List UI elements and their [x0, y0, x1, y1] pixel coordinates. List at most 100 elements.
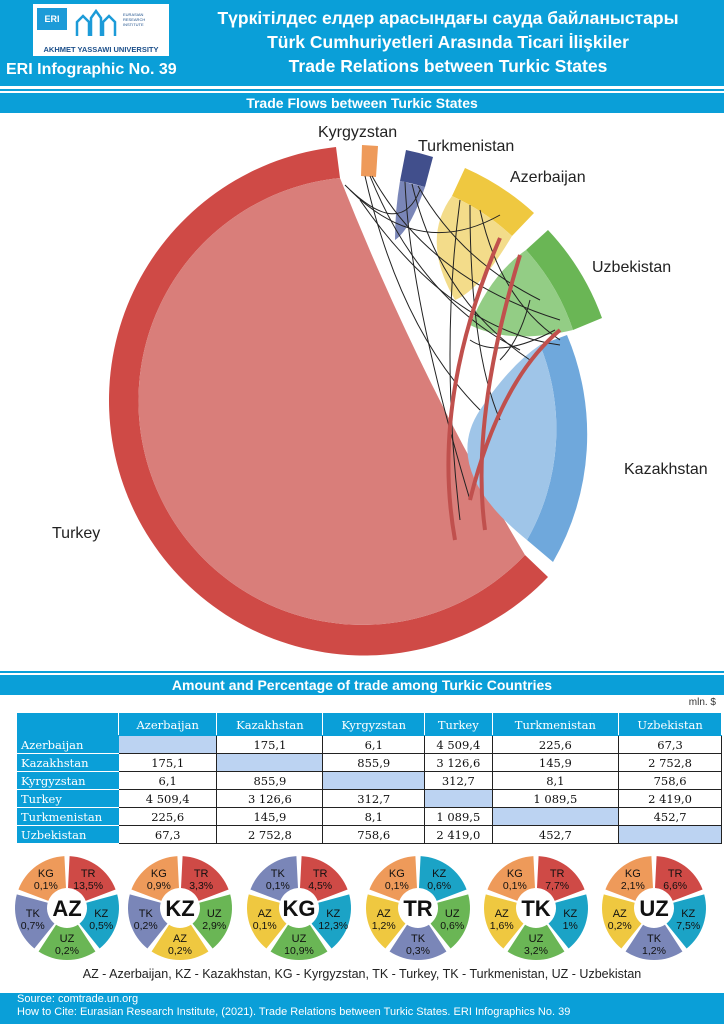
slice-percent-label: 0,2% — [55, 945, 79, 957]
donut-slice — [389, 924, 447, 960]
infographic-number: ERI Infographic No. 39 — [6, 61, 177, 78]
source-note: Source: comtrade.un.org — [17, 993, 139, 1005]
table-cell: 312,7 — [322, 789, 426, 808]
slice-code-label: TK — [411, 933, 426, 945]
donut-slice — [602, 894, 642, 949]
donut-slice — [430, 894, 470, 949]
donut-slice — [625, 924, 683, 960]
donut-center — [280, 889, 318, 927]
table-row: Azerbaijan 175,1 6,1 4 509,4 225,6 67,3 — [17, 735, 722, 754]
table-section-title: Amount and Percentage of trade among Tur… — [0, 675, 724, 695]
trade-table: Azerbaijan Kazakhstan Kyrgyzstan Turkey … — [17, 713, 722, 844]
table-cell: 2 752,8 — [216, 825, 324, 844]
table-cell: 6,1 — [117, 771, 218, 790]
donut-center — [48, 889, 86, 927]
donut-slice — [487, 856, 536, 901]
donut-slice — [507, 924, 565, 960]
slice-percent-label: 4,5% — [308, 880, 332, 892]
slice-code-label: TR — [550, 868, 565, 880]
table-cell: 4 509,4 — [117, 789, 218, 808]
title-turkish: Türk Cumhuriyetleri Arasında Ticari İliş… — [267, 32, 629, 52]
donut-kz: TR3,3%UZ2,9%AZ0,2%TK0,2%KG0,9%KZ — [128, 856, 232, 960]
slice-percent-label: 0,1% — [253, 920, 277, 932]
slice-percent-label: 2,9% — [202, 920, 226, 932]
donut-slice — [369, 856, 418, 901]
slice-percent-label: 1,2% — [372, 920, 396, 932]
table-header-row: Azerbaijan Kazakhstan Kyrgyzstan Turkey … — [17, 713, 722, 736]
table-cell: 8,1 — [322, 807, 426, 826]
donut-country-code: KG — [283, 896, 316, 921]
share-donuts: TR13,5%KZ0,5%UZ0,2%TK0,7%KG0,1%AZTR3,3%U… — [15, 856, 706, 960]
slice-percent-label: 7,5% — [676, 920, 700, 932]
table-row: Turkmenistan 225,6 145,9 8,1 1 089,5 452,7 — [17, 807, 722, 826]
table-cell: 67,3 — [117, 825, 218, 844]
table-row: Turkey 4 509,4 3 126,6 312,7 1 089,5 2 419,0 — [17, 789, 722, 808]
slice-code-label: TR — [313, 868, 328, 880]
table-cell: 312,7 — [424, 771, 493, 790]
slice-code-label: KG — [38, 868, 54, 880]
table-cell: 758,6 — [618, 771, 722, 790]
turkey-inner-ribbon — [138, 178, 525, 625]
slice-percent-label: 0,7% — [21, 920, 45, 932]
label-turkmenistan: Turkmenistan — [418, 138, 514, 155]
slice-code-label: AZ — [377, 908, 391, 920]
donut-country-code: KZ — [165, 896, 194, 921]
row-header: Uzbekistan — [17, 825, 119, 844]
azerbaijan-arc — [452, 168, 534, 236]
donut-slice — [79, 894, 119, 949]
slice-percent-label: 3,3% — [189, 880, 213, 892]
slice-code-label: AZ — [613, 908, 627, 920]
table-cell: 8,1 — [491, 771, 620, 790]
donut-center — [399, 889, 437, 927]
column-header: Turkmenistan — [491, 713, 620, 736]
slice-percent-label: 1,6% — [490, 920, 514, 932]
donut-country-code: TR — [403, 896, 432, 921]
slice-code-label: KZ — [681, 908, 695, 920]
donut-uz: TR6,6% KZ7,5% TK1,2% AZ0,2% KG2,1% UZ — [602, 856, 706, 960]
azerbaijan-inner-ribbon — [436, 196, 512, 300]
slice-code-label: TK — [271, 868, 286, 880]
slice-code-label: TK — [26, 908, 41, 920]
title-english: Trade Relations between Turkic States — [288, 56, 608, 76]
donut-slice — [366, 894, 406, 949]
donut-slice — [605, 856, 654, 901]
donut-slice — [180, 856, 229, 901]
slice-percent-label: 0,5% — [89, 920, 113, 932]
donut-country-code: TK — [521, 896, 550, 921]
slice-code-label: TR — [194, 868, 209, 880]
slice-code-label: UZ — [207, 908, 222, 920]
footer: Source: comtrade.un.org How to Cite: Eur… — [0, 993, 724, 1024]
kazakhstan-inner-ribbon — [467, 345, 557, 540]
donut-slice — [548, 894, 588, 949]
donut-center — [161, 889, 199, 927]
donut-slice — [250, 856, 299, 901]
donut-slice — [128, 894, 168, 949]
logo-abbr: ERI — [37, 8, 67, 30]
donut-slice — [67, 856, 116, 901]
table-cell: 1 089,5 — [424, 807, 493, 826]
donut-tk: TR7,7% KZ1% UZ3,2% AZ1,6% KG0,1% TK — [484, 856, 588, 960]
header-banner: ERI EURASIAN RESEARCH INSTITUTE AKHMET Y… — [0, 0, 724, 86]
table-cell: 452,7 — [491, 825, 620, 844]
donut-slice — [18, 856, 67, 901]
donut-slice — [247, 894, 287, 949]
donut-center — [517, 889, 555, 927]
chord-diagram: Kyrgyzstan Turkmenistan Azerbaijan Uzbek… — [52, 124, 708, 656]
turkey-chord-links — [446, 237, 562, 541]
slice-percent-label: 6,6% — [663, 880, 687, 892]
donut-country-code: UZ — [639, 896, 668, 921]
slice-percent-label: 1,2% — [642, 945, 666, 957]
donut-slice — [484, 894, 524, 949]
donut-slice — [536, 856, 585, 901]
label-uzbekistan: Uzbekistan — [592, 259, 671, 276]
slice-code-label: KG — [151, 868, 167, 880]
slice-percent-label: 0,3% — [406, 945, 430, 957]
slice-percent-label: 13,5% — [73, 880, 103, 892]
table-cell: 855,9 — [216, 771, 324, 790]
table-cell — [322, 771, 426, 790]
slice-code-label: KG — [389, 868, 405, 880]
eri-logo: ERI EURASIAN RESEARCH INSTITUTE AKHMET Y… — [33, 4, 169, 56]
label-turkey: Turkey — [52, 525, 100, 542]
table-cell: 225,6 — [117, 807, 218, 826]
